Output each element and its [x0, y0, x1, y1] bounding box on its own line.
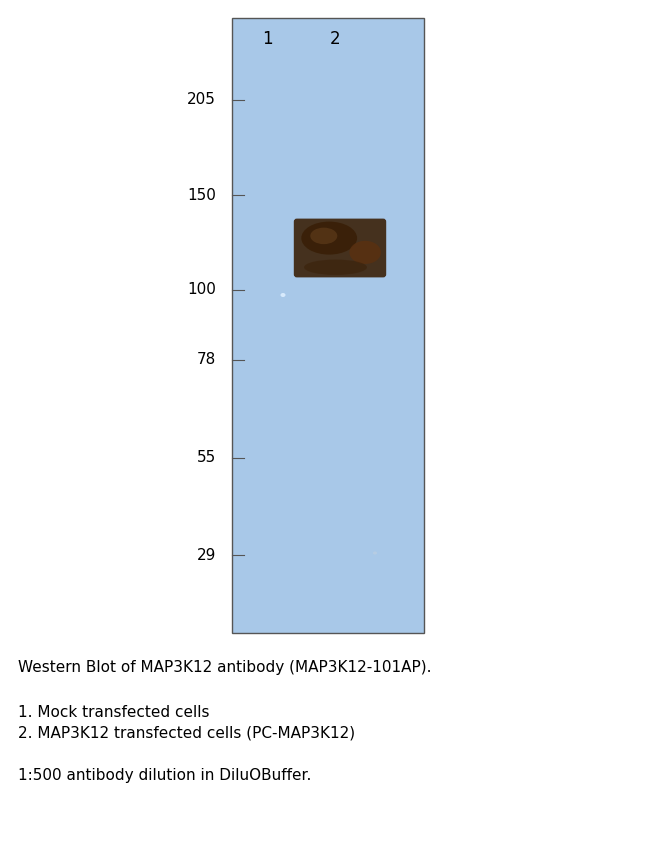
Ellipse shape: [350, 241, 381, 264]
Text: 2: 2: [330, 30, 341, 48]
Text: 2. MAP3K12 transfected cells (PC-MAP3K12): 2. MAP3K12 transfected cells (PC-MAP3K12…: [18, 725, 355, 740]
Ellipse shape: [302, 222, 357, 255]
Text: 205: 205: [187, 93, 216, 108]
Ellipse shape: [304, 260, 367, 275]
Text: 100: 100: [187, 282, 216, 298]
Text: 29: 29: [196, 548, 216, 562]
Text: 1:500 antibody dilution in DiluOBuffer.: 1:500 antibody dilution in DiluOBuffer.: [18, 768, 311, 783]
Ellipse shape: [310, 228, 337, 244]
Bar: [232, 18, 424, 633]
Text: 1. Mock transfected cells: 1. Mock transfected cells: [18, 705, 209, 720]
Ellipse shape: [281, 293, 285, 297]
Text: 55: 55: [197, 451, 216, 465]
Ellipse shape: [373, 551, 377, 555]
Text: 1: 1: [262, 30, 272, 48]
Text: 78: 78: [197, 353, 216, 367]
Text: 150: 150: [187, 187, 216, 202]
Text: Western Blot of MAP3K12 antibody (MAP3K12-101AP).: Western Blot of MAP3K12 antibody (MAP3K1…: [18, 660, 432, 675]
FancyBboxPatch shape: [294, 218, 386, 278]
